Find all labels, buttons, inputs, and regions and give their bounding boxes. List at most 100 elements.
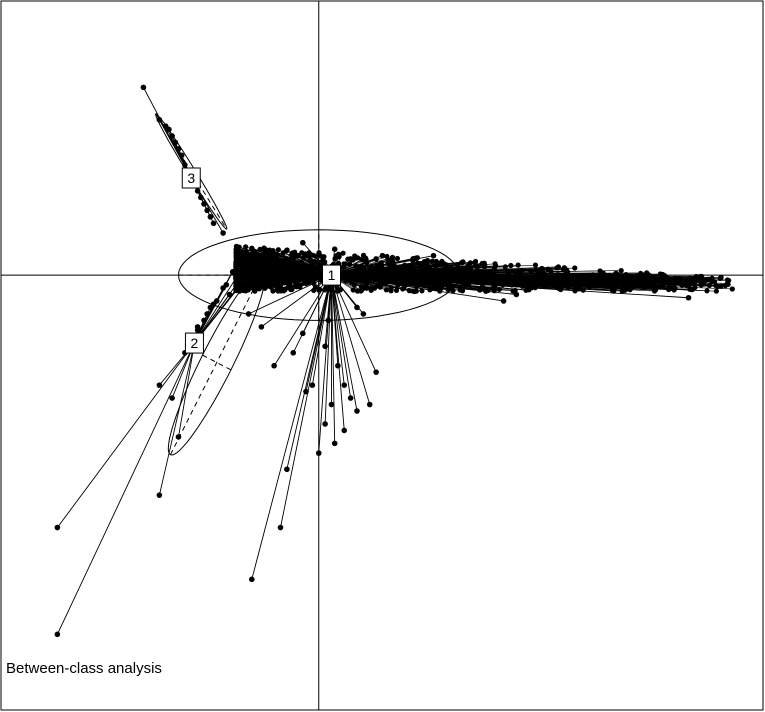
class-1-point — [277, 524, 284, 531]
class-1-point — [271, 362, 277, 369]
class-2-point — [156, 492, 163, 498]
class-1-star-line — [331, 274, 415, 292]
class-3-point — [140, 84, 147, 91]
dense-point — [292, 249, 298, 255]
class-1-point — [500, 298, 507, 304]
class-1-point — [698, 282, 705, 288]
class-1-point — [341, 382, 348, 388]
dense-point — [424, 257, 431, 264]
class-1-point — [366, 401, 373, 408]
class-1-point — [328, 401, 335, 408]
class-1-point — [303, 388, 309, 395]
class-1-point — [717, 275, 724, 282]
class-1-star-line — [331, 274, 702, 286]
class-1-point — [331, 246, 338, 252]
dense-point — [683, 283, 690, 289]
dense-point — [485, 287, 491, 294]
dense-point — [689, 287, 695, 293]
class-3-point — [210, 220, 217, 227]
class-1-point — [335, 362, 341, 369]
class-1-star-line — [311, 275, 332, 386]
class-1-point — [249, 576, 255, 583]
dense-point — [508, 262, 514, 269]
dense-point — [515, 262, 521, 268]
class-1-star-line — [331, 274, 377, 373]
dense-point — [622, 287, 628, 294]
class-3-point — [220, 230, 226, 236]
class-3-point — [182, 162, 188, 168]
class-2-star-line — [194, 271, 246, 344]
class-3-label-text: 3 — [187, 170, 195, 186]
dense-point — [402, 282, 408, 289]
class-1-point — [258, 324, 265, 330]
class-1-point — [284, 256, 290, 262]
class-1-star-line — [331, 274, 504, 302]
class-2-major-axis — [169, 269, 264, 455]
dense-point — [368, 285, 374, 291]
class-1-point — [539, 265, 545, 272]
dense-point — [657, 271, 663, 277]
class-1-point — [290, 349, 297, 356]
class-1-label-box — [322, 264, 341, 286]
class-1-star-line — [305, 274, 332, 392]
class-1-point — [481, 262, 488, 269]
class-3-point — [207, 214, 214, 220]
class-1-point — [309, 382, 316, 388]
class-1-point — [315, 450, 322, 456]
dense-point — [336, 254, 342, 260]
class-1-point — [421, 272, 427, 278]
class-1-point — [300, 330, 306, 337]
class-1-point — [491, 285, 497, 291]
class-3-point — [204, 207, 210, 214]
class-2-star-line — [57, 342, 195, 528]
dense-point — [477, 287, 483, 293]
dense-point — [355, 255, 361, 261]
dense-point — [275, 247, 281, 253]
class-2-star-line — [158, 342, 195, 496]
class-2-point — [156, 382, 163, 388]
dense-point — [394, 255, 401, 262]
class-1-point — [430, 252, 437, 259]
class-1-star-line — [280, 275, 332, 528]
class-1-point — [360, 311, 367, 317]
class-1-star-line — [273, 274, 332, 366]
class-1-star-line — [331, 255, 434, 276]
dense-point — [264, 257, 271, 263]
dense-point — [282, 287, 288, 293]
class-1-star-line — [331, 275, 352, 399]
dense-point — [266, 276, 272, 282]
class-1-point — [354, 408, 360, 414]
dense-point — [572, 265, 578, 271]
class-2-point — [236, 256, 242, 262]
class-1-star-line — [331, 271, 568, 276]
class-1-star-line — [331, 275, 345, 431]
class-1-point — [373, 369, 379, 375]
dense-point — [729, 286, 735, 292]
class-1-point — [615, 272, 622, 278]
class-1-point — [590, 272, 596, 278]
dense-point — [597, 268, 603, 274]
dense-point — [317, 253, 324, 259]
dense-point — [243, 244, 249, 250]
class-1-point — [641, 275, 647, 282]
dense-point — [354, 288, 361, 294]
dense-point — [472, 260, 478, 266]
class-1-star-line — [270, 268, 332, 276]
class-1-point — [325, 317, 332, 324]
dense-star-line — [273, 274, 332, 284]
dense-point — [663, 274, 669, 280]
dense-point — [419, 288, 425, 294]
class-1-star-line — [331, 268, 542, 276]
class-3-label-box — [181, 167, 201, 189]
dense-point — [288, 286, 294, 293]
class-3-point — [172, 139, 179, 146]
class-1-point — [341, 427, 348, 434]
dense-point — [713, 288, 719, 294]
dense-point — [357, 264, 364, 270]
class-star-lines — [56, 87, 721, 635]
dense-point — [350, 287, 356, 293]
class-2-star-line — [56, 342, 195, 635]
class-1-point — [300, 239, 306, 246]
class-1-point — [672, 278, 679, 285]
class-1-star-line — [331, 274, 371, 405]
